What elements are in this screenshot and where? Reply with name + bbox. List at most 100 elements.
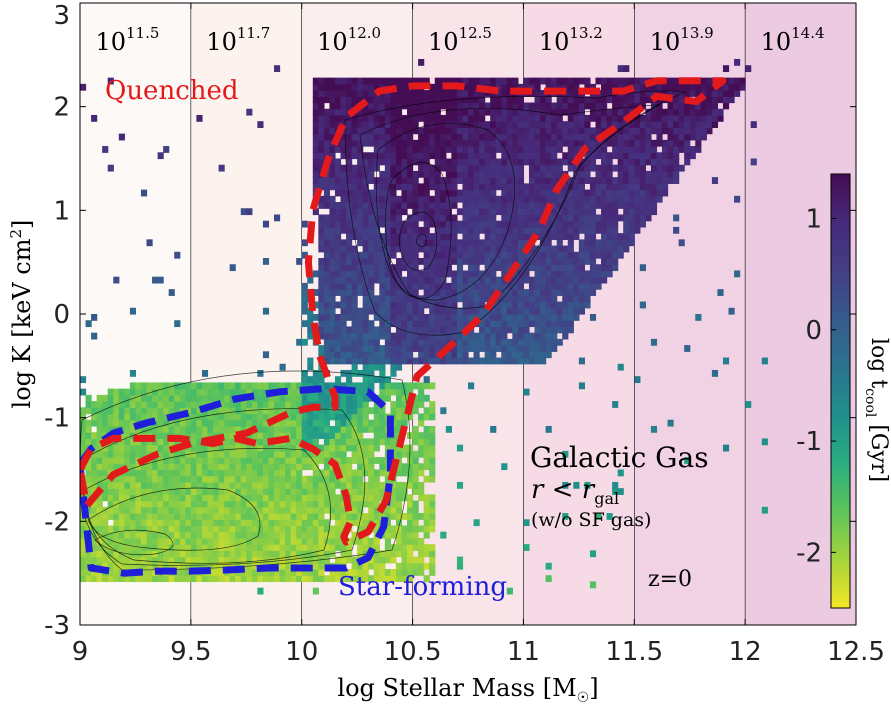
heatmap-cell bbox=[462, 270, 469, 278]
heatmap-cell bbox=[595, 513, 602, 520]
heatmap-cell bbox=[534, 295, 541, 303]
heatmap-cell bbox=[246, 401, 253, 408]
heatmap-cell bbox=[307, 450, 314, 458]
heatmap-cell bbox=[152, 519, 159, 527]
heatmap-cell bbox=[340, 519, 347, 527]
heatmap-cell bbox=[329, 208, 336, 216]
heatmap-cell bbox=[390, 382, 397, 390]
heatmap-cell bbox=[473, 183, 480, 191]
heatmap-cell bbox=[323, 96, 331, 104]
heatmap-cell bbox=[285, 407, 292, 415]
heatmap-cell bbox=[318, 525, 325, 533]
heatmap-cell bbox=[340, 351, 347, 359]
heatmap-cell bbox=[135, 494, 142, 502]
heatmap-cell bbox=[506, 214, 513, 222]
heatmap-cell bbox=[196, 382, 203, 390]
heatmap-cell bbox=[334, 220, 342, 228]
heatmap-cell bbox=[490, 202, 497, 209]
heatmap-cell bbox=[129, 307, 137, 315]
heatmap-cell bbox=[251, 531, 258, 539]
heatmap-cell bbox=[368, 127, 375, 135]
heatmap-cell bbox=[423, 425, 430, 433]
heatmap-cell bbox=[423, 189, 430, 197]
heatmap-cell bbox=[312, 419, 319, 427]
heatmap-cell bbox=[102, 494, 109, 502]
heatmap-cell bbox=[401, 488, 408, 495]
heatmap-cell bbox=[479, 345, 486, 352]
heatmap-cell bbox=[196, 469, 203, 477]
heatmap-cell bbox=[540, 289, 547, 296]
heatmap-cell bbox=[728, 90, 735, 97]
heatmap-cell bbox=[135, 556, 142, 564]
heatmap-cell bbox=[229, 382, 236, 390]
heatmap-cell bbox=[384, 146, 391, 153]
heatmap-cell bbox=[401, 251, 408, 259]
heatmap-cell bbox=[534, 152, 541, 160]
heatmap-cell bbox=[628, 183, 635, 191]
heatmap-cell bbox=[218, 469, 225, 477]
heatmap-cell bbox=[523, 114, 530, 122]
heatmap-cell bbox=[379, 264, 386, 272]
heatmap-cell bbox=[434, 264, 441, 272]
heatmap-cell bbox=[418, 357, 425, 365]
heatmap-cell bbox=[650, 195, 658, 203]
heatmap-cell bbox=[462, 282, 469, 290]
heatmap-cell bbox=[556, 270, 563, 278]
heatmap-cell bbox=[362, 401, 369, 408]
heatmap-cell bbox=[301, 301, 308, 309]
heatmap-cell bbox=[251, 382, 258, 390]
heatmap-cell bbox=[257, 481, 264, 489]
heatmap-cell bbox=[224, 413, 231, 421]
heatmap-cell bbox=[684, 146, 691, 153]
heatmap-cell bbox=[190, 550, 197, 558]
heatmap-cell bbox=[445, 146, 452, 153]
heatmap-cell bbox=[440, 90, 447, 97]
heatmap-cell bbox=[545, 189, 552, 197]
heatmap-cell bbox=[157, 413, 164, 421]
heatmap-cell bbox=[567, 83, 574, 91]
heatmap-cell bbox=[517, 282, 525, 290]
heatmap-cell bbox=[240, 401, 247, 408]
heatmap-cell bbox=[379, 133, 386, 141]
heatmap-cell bbox=[445, 220, 452, 228]
heatmap-cell bbox=[373, 121, 380, 128]
heatmap-cell bbox=[357, 562, 364, 570]
heatmap-cell bbox=[163, 382, 170, 390]
heatmap-cell bbox=[357, 289, 364, 296]
heatmap-cell bbox=[163, 450, 170, 458]
heatmap-cell bbox=[445, 121, 452, 128]
heatmap-cell bbox=[124, 506, 131, 514]
heatmap-cell bbox=[346, 575, 353, 583]
heatmap-cell bbox=[124, 401, 131, 408]
heatmap-cell bbox=[423, 544, 430, 551]
heatmap-cell bbox=[384, 96, 391, 104]
heatmap-cell bbox=[373, 295, 380, 303]
heatmap-cell bbox=[440, 301, 447, 309]
heatmap-cell bbox=[346, 488, 353, 495]
heatmap-cell bbox=[146, 519, 153, 527]
heatmap-cell bbox=[540, 351, 547, 359]
heatmap-cell bbox=[429, 345, 436, 352]
heatmap-cell bbox=[601, 177, 608, 184]
heatmap-cell bbox=[362, 108, 369, 116]
heatmap-cell bbox=[279, 432, 286, 439]
heatmap-cell bbox=[501, 139, 508, 147]
heatmap-cell bbox=[340, 320, 347, 328]
heatmap-cell bbox=[745, 401, 752, 408]
heatmap-cell bbox=[445, 320, 452, 328]
heatmap-cell bbox=[373, 127, 380, 135]
heatmap-cell bbox=[606, 251, 613, 259]
heatmap-cell bbox=[107, 550, 114, 558]
heatmap-cell bbox=[318, 475, 325, 483]
heatmap-cell bbox=[113, 394, 120, 402]
heatmap-cell bbox=[650, 183, 658, 191]
heatmap-cell bbox=[368, 562, 375, 570]
heatmap-cell bbox=[262, 419, 270, 427]
heatmap-cell bbox=[340, 77, 347, 85]
heatmap-cell bbox=[329, 220, 336, 228]
heatmap-cell bbox=[124, 413, 131, 421]
heatmap-cell bbox=[434, 345, 441, 352]
heatmap-cell bbox=[190, 413, 197, 421]
heatmap-cell bbox=[429, 556, 436, 564]
heatmap-cell bbox=[224, 506, 231, 514]
